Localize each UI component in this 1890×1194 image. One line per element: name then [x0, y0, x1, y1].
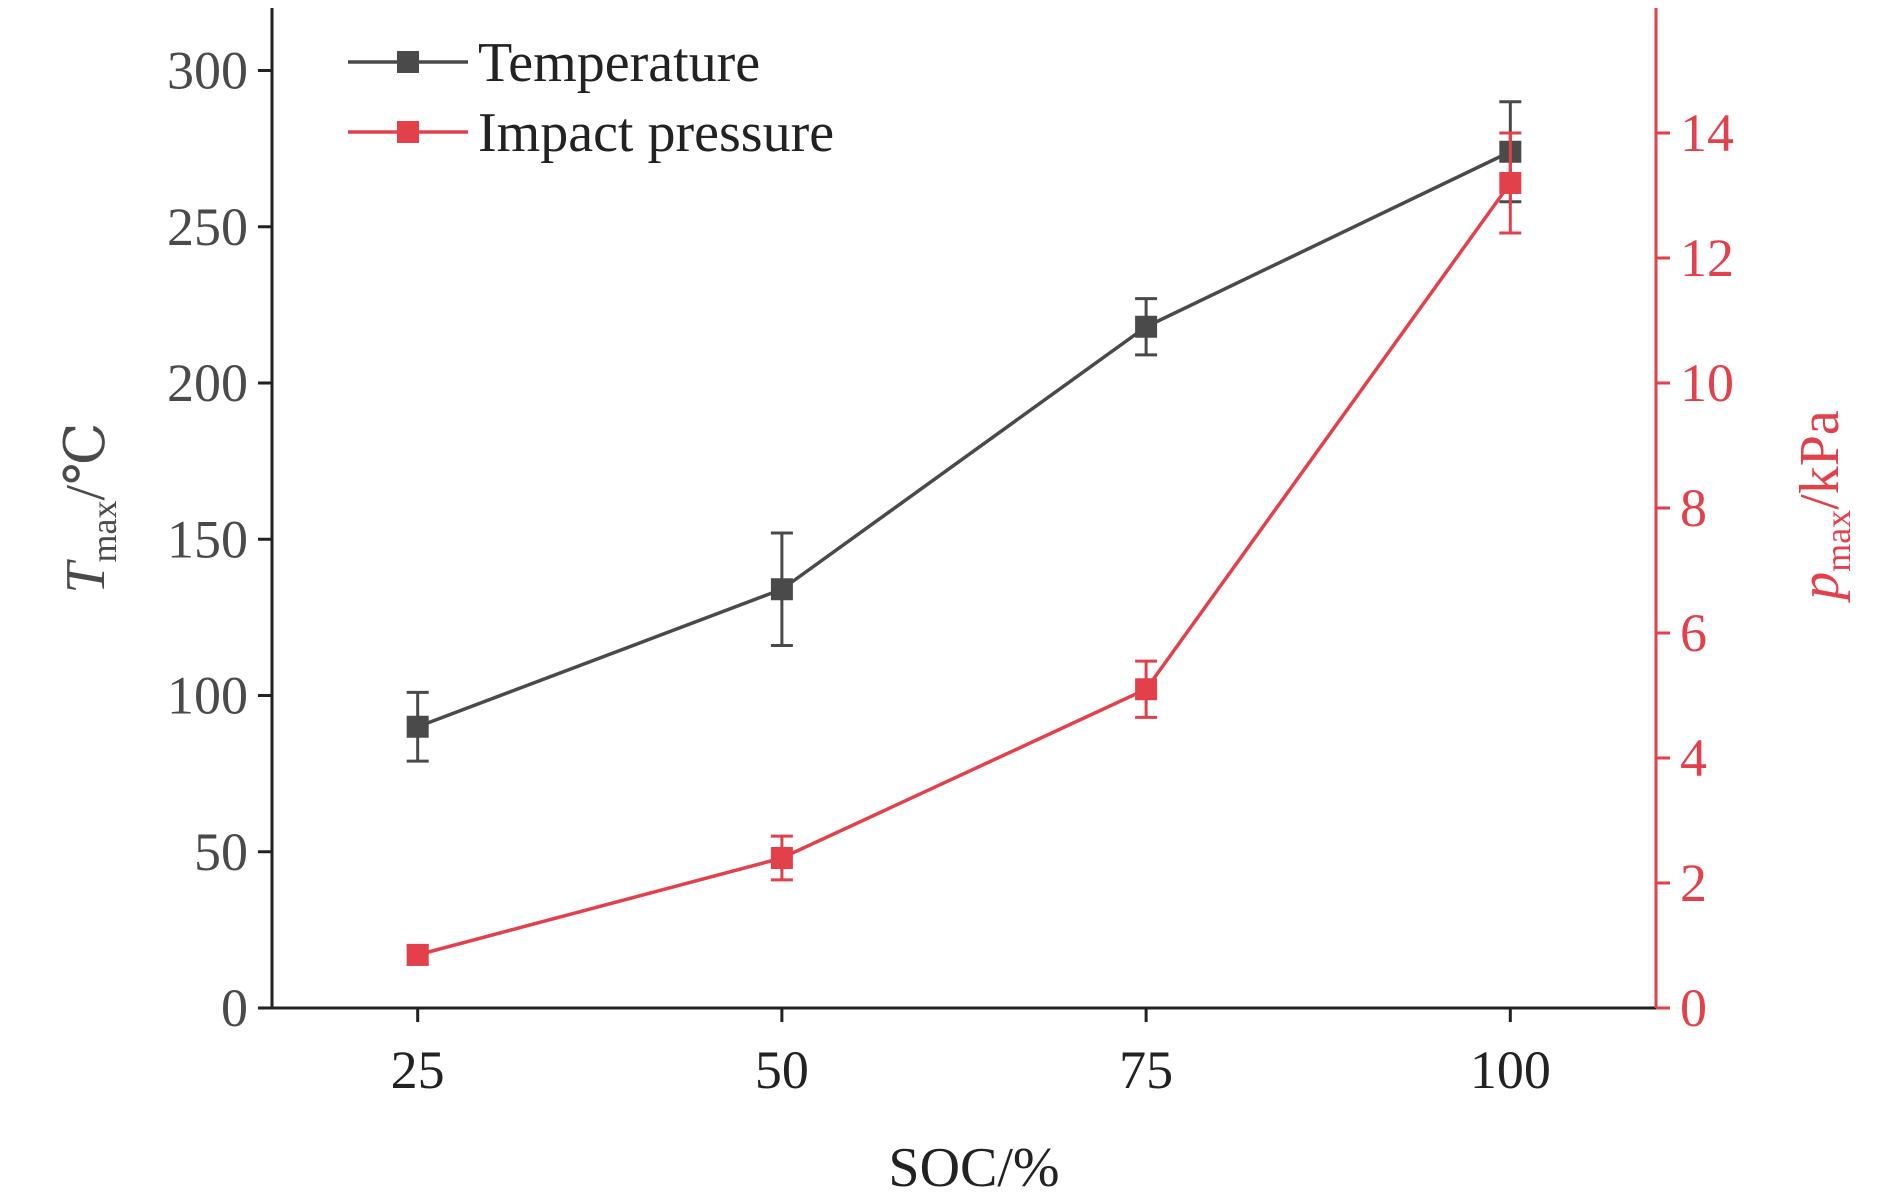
y-axis-title-left: Tmax/℃: [55, 422, 124, 593]
legend-label: Temperature: [478, 32, 760, 94]
data-point: [1135, 315, 1158, 338]
series-impact-pressure: [406, 131, 1522, 966]
y-tick-label-right: 14: [1680, 103, 1734, 163]
legend-label: Impact pressure: [478, 102, 834, 164]
x-axis-title: SOC/%: [888, 1137, 1059, 1194]
x-tick-label: 50: [755, 1040, 809, 1100]
legend: Temperature Impact pressure: [348, 32, 834, 164]
series-line: [417, 181, 1512, 957]
y-axis-title-right-subscript: max: [1818, 510, 1858, 572]
data-point: [770, 847, 793, 869]
data-point: [406, 943, 429, 966]
y-axis-title-left-unit: /℃: [55, 422, 117, 500]
y-tick-label-left: 300: [167, 41, 248, 101]
y-tick-label-right: 12: [1680, 228, 1734, 288]
legend-marker: [397, 51, 419, 73]
x-tick-label: 75: [1119, 1040, 1173, 1100]
series-temperature: [406, 100, 1522, 763]
y-tick-label-right: 8: [1680, 478, 1707, 538]
y-axis-title-right-unit: /kPa: [1789, 410, 1851, 510]
legend-marker: [397, 121, 419, 143]
y-tick-label-left: 50: [194, 822, 248, 882]
y-axis-title-right-symbol: p: [1789, 572, 1851, 604]
y-tick-label-left: 0: [221, 978, 248, 1038]
y-tick-label-left: 250: [167, 197, 248, 257]
data-point: [1135, 678, 1158, 701]
data-point: [770, 578, 793, 601]
x-tick-label: 25: [391, 1040, 445, 1100]
series-line: [417, 150, 1512, 729]
data-point: [406, 715, 429, 738]
y-tick-label-left: 150: [167, 509, 248, 569]
y-axis-title-left-symbol: T: [55, 559, 117, 594]
y-tick-label-left: 100: [167, 666, 248, 726]
y-axis-title-right: pmax/kPa: [1789, 410, 1858, 604]
series-layer: [406, 100, 1522, 966]
axes: 25 50 75 100 0 50 100 150 200 250 300 0 2 4 6 8 10 12 14 SO…: [55, 8, 1858, 1194]
y-tick-label-right: 10: [1680, 353, 1734, 413]
x-tick-label: 100: [1470, 1040, 1551, 1100]
y-tick-label-right: 6: [1680, 603, 1707, 663]
data-point: [1499, 172, 1522, 194]
y-axis-title-left-subscript: max: [84, 501, 124, 563]
y-tick-label-right: 4: [1680, 728, 1707, 788]
y-tick-label-right: 2: [1680, 853, 1707, 913]
y-tick-label-left: 200: [167, 353, 248, 413]
y-tick-label-right: 0: [1680, 978, 1707, 1038]
